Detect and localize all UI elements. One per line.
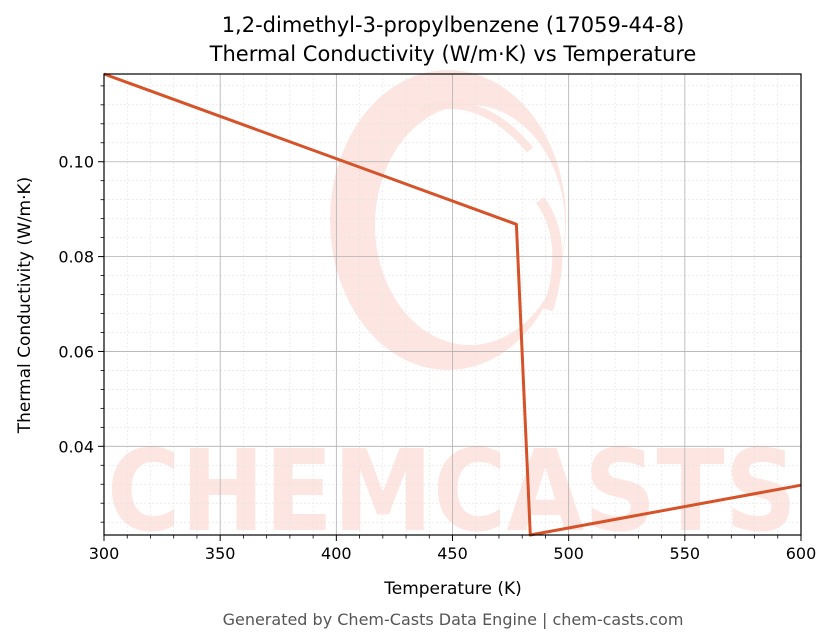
x-tick-label: 600 (786, 544, 817, 563)
watermark-logo (330, 70, 566, 370)
y-tick-label: 0.08 (58, 248, 94, 267)
x-tick-label: 500 (553, 544, 584, 563)
x-axis: 300 350 400 450 500 550 600 (89, 535, 817, 563)
x-tick-label: 550 (670, 544, 701, 563)
x-tick-label: 350 (205, 544, 236, 563)
y-axis: 0.04 0.06 0.08 0.10 (58, 85, 104, 523)
series-layer (103, 72, 802, 537)
y-axis-label: Thermal Conductivity (W/m·K) (15, 177, 35, 435)
footer-credit: Generated by Chem-Casts Data Engine | ch… (223, 610, 684, 629)
y-tick-label: 0.04 (58, 437, 94, 456)
chart-title-line1: 1,2-dimethyl-3-propylbenzene (17059-44-8… (222, 13, 685, 37)
x-tick-label: 300 (89, 544, 120, 563)
x-tick-label: 450 (437, 544, 468, 563)
x-tick-label: 400 (321, 544, 352, 563)
plot-area: CHEMCASTS (103, 70, 802, 557)
y-tick-label: 0.06 (58, 342, 94, 361)
x-axis-label: Temperature (K) (383, 579, 522, 599)
series-line (103, 72, 802, 537)
y-tick-label: 0.10 (58, 153, 94, 172)
chart-title-line2: Thermal Conductivity (W/m·K) vs Temperat… (209, 42, 697, 66)
